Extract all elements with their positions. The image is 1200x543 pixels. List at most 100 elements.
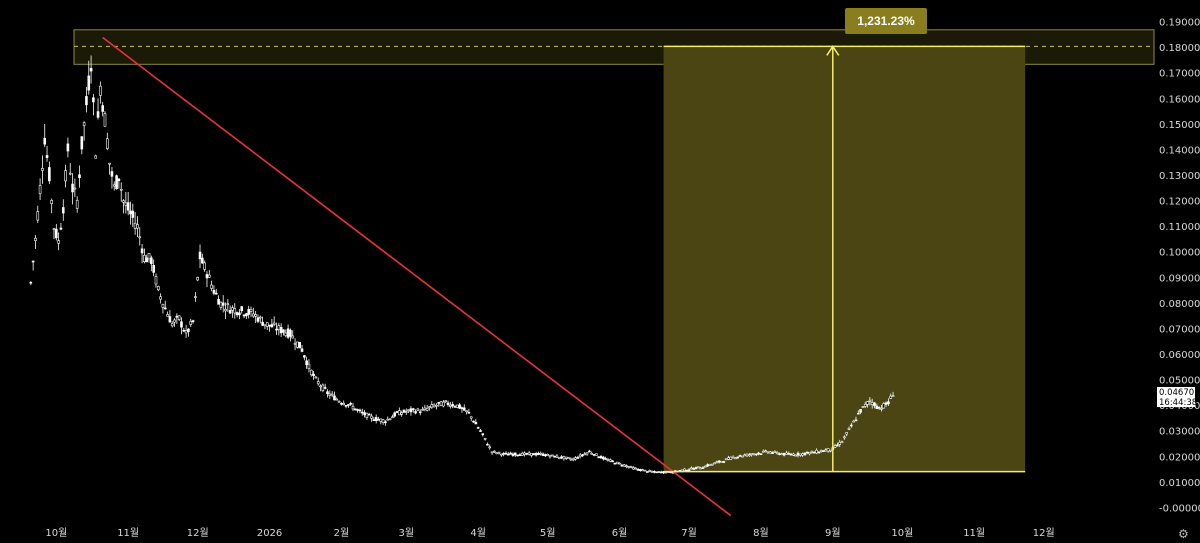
candle (493, 450, 496, 454)
candle (221, 295, 225, 313)
candle (792, 452, 795, 457)
candle (117, 178, 121, 189)
candle (175, 313, 179, 324)
candle (347, 404, 350, 408)
candle (520, 451, 524, 456)
candle (31, 260, 35, 271)
candle (634, 466, 638, 470)
candle (632, 466, 635, 470)
candle (469, 416, 473, 422)
candle (34, 235, 37, 250)
candle (824, 447, 828, 452)
candle (99, 81, 102, 104)
candle (833, 443, 837, 449)
candle (722, 460, 726, 464)
candle (476, 426, 480, 429)
current-price-badge: 0.04670 16:44:38 (1157, 387, 1198, 408)
candle (173, 318, 176, 327)
candle (771, 451, 774, 454)
candle (57, 232, 60, 251)
candle (214, 288, 218, 295)
trendline[interactable] (102, 36, 732, 517)
candle (641, 468, 645, 472)
candle (506, 452, 510, 456)
candle (500, 453, 503, 457)
candle (643, 469, 647, 472)
candle (451, 401, 454, 409)
candle (683, 468, 686, 471)
candle (407, 409, 410, 414)
candle (576, 455, 580, 459)
candle (717, 460, 721, 464)
candle (724, 458, 728, 461)
candle (152, 259, 155, 277)
candle (748, 452, 751, 457)
candle (803, 452, 807, 457)
candle (207, 270, 211, 278)
candle (720, 461, 723, 463)
candle (574, 456, 577, 461)
candle (87, 60, 91, 95)
candle (889, 393, 893, 399)
candle (402, 409, 406, 414)
candle (384, 420, 387, 426)
candle (138, 227, 142, 246)
candle (595, 453, 598, 456)
y-tick-label: 0.03000 (1159, 427, 1200, 438)
y-tick-label: 0.13000 (1159, 171, 1200, 182)
candle (794, 454, 797, 457)
candle (602, 455, 605, 461)
candle (224, 302, 227, 319)
candle (124, 191, 128, 214)
candle (741, 455, 744, 458)
candle (518, 453, 522, 456)
candle (365, 412, 369, 420)
candle (646, 471, 649, 473)
candle (850, 422, 853, 428)
candle (840, 440, 844, 444)
candle (59, 222, 63, 231)
candle (815, 448, 818, 455)
x-tick-label: 5월 (540, 527, 556, 539)
candle (110, 167, 114, 189)
candle (268, 324, 271, 332)
candle (286, 324, 290, 340)
candle (89, 55, 93, 84)
candle (360, 408, 364, 416)
candle (279, 323, 283, 338)
y-tick-label: 0.07000 (1159, 324, 1200, 335)
candle (866, 401, 869, 408)
candle (272, 316, 276, 327)
candle (578, 453, 582, 459)
candle (715, 460, 719, 464)
candle (764, 449, 767, 453)
candle (131, 203, 135, 228)
candle (551, 454, 554, 457)
candle (372, 416, 376, 421)
candle (706, 463, 709, 467)
candle (780, 452, 784, 456)
candle (43, 124, 47, 147)
candle (884, 401, 888, 407)
x-tick-label: 11월 (117, 527, 139, 539)
candle-countdown: 16:44:38 (1159, 398, 1198, 408)
candle (282, 329, 285, 336)
candle (78, 165, 81, 188)
candle (296, 341, 299, 349)
candle (226, 299, 230, 313)
candle (182, 327, 186, 333)
settings-icon[interactable]: ⚙ (1178, 527, 1189, 541)
candle (337, 400, 341, 403)
candle (300, 344, 304, 353)
candle (411, 407, 415, 413)
measure-arrow-head (826, 45, 840, 56)
candle (560, 455, 563, 460)
candle (196, 276, 200, 282)
candle (41, 155, 44, 184)
candle (409, 406, 413, 416)
x-tick-label: 12월 (187, 527, 209, 539)
candle (305, 356, 308, 369)
candle (548, 454, 552, 459)
candle (284, 329, 288, 338)
